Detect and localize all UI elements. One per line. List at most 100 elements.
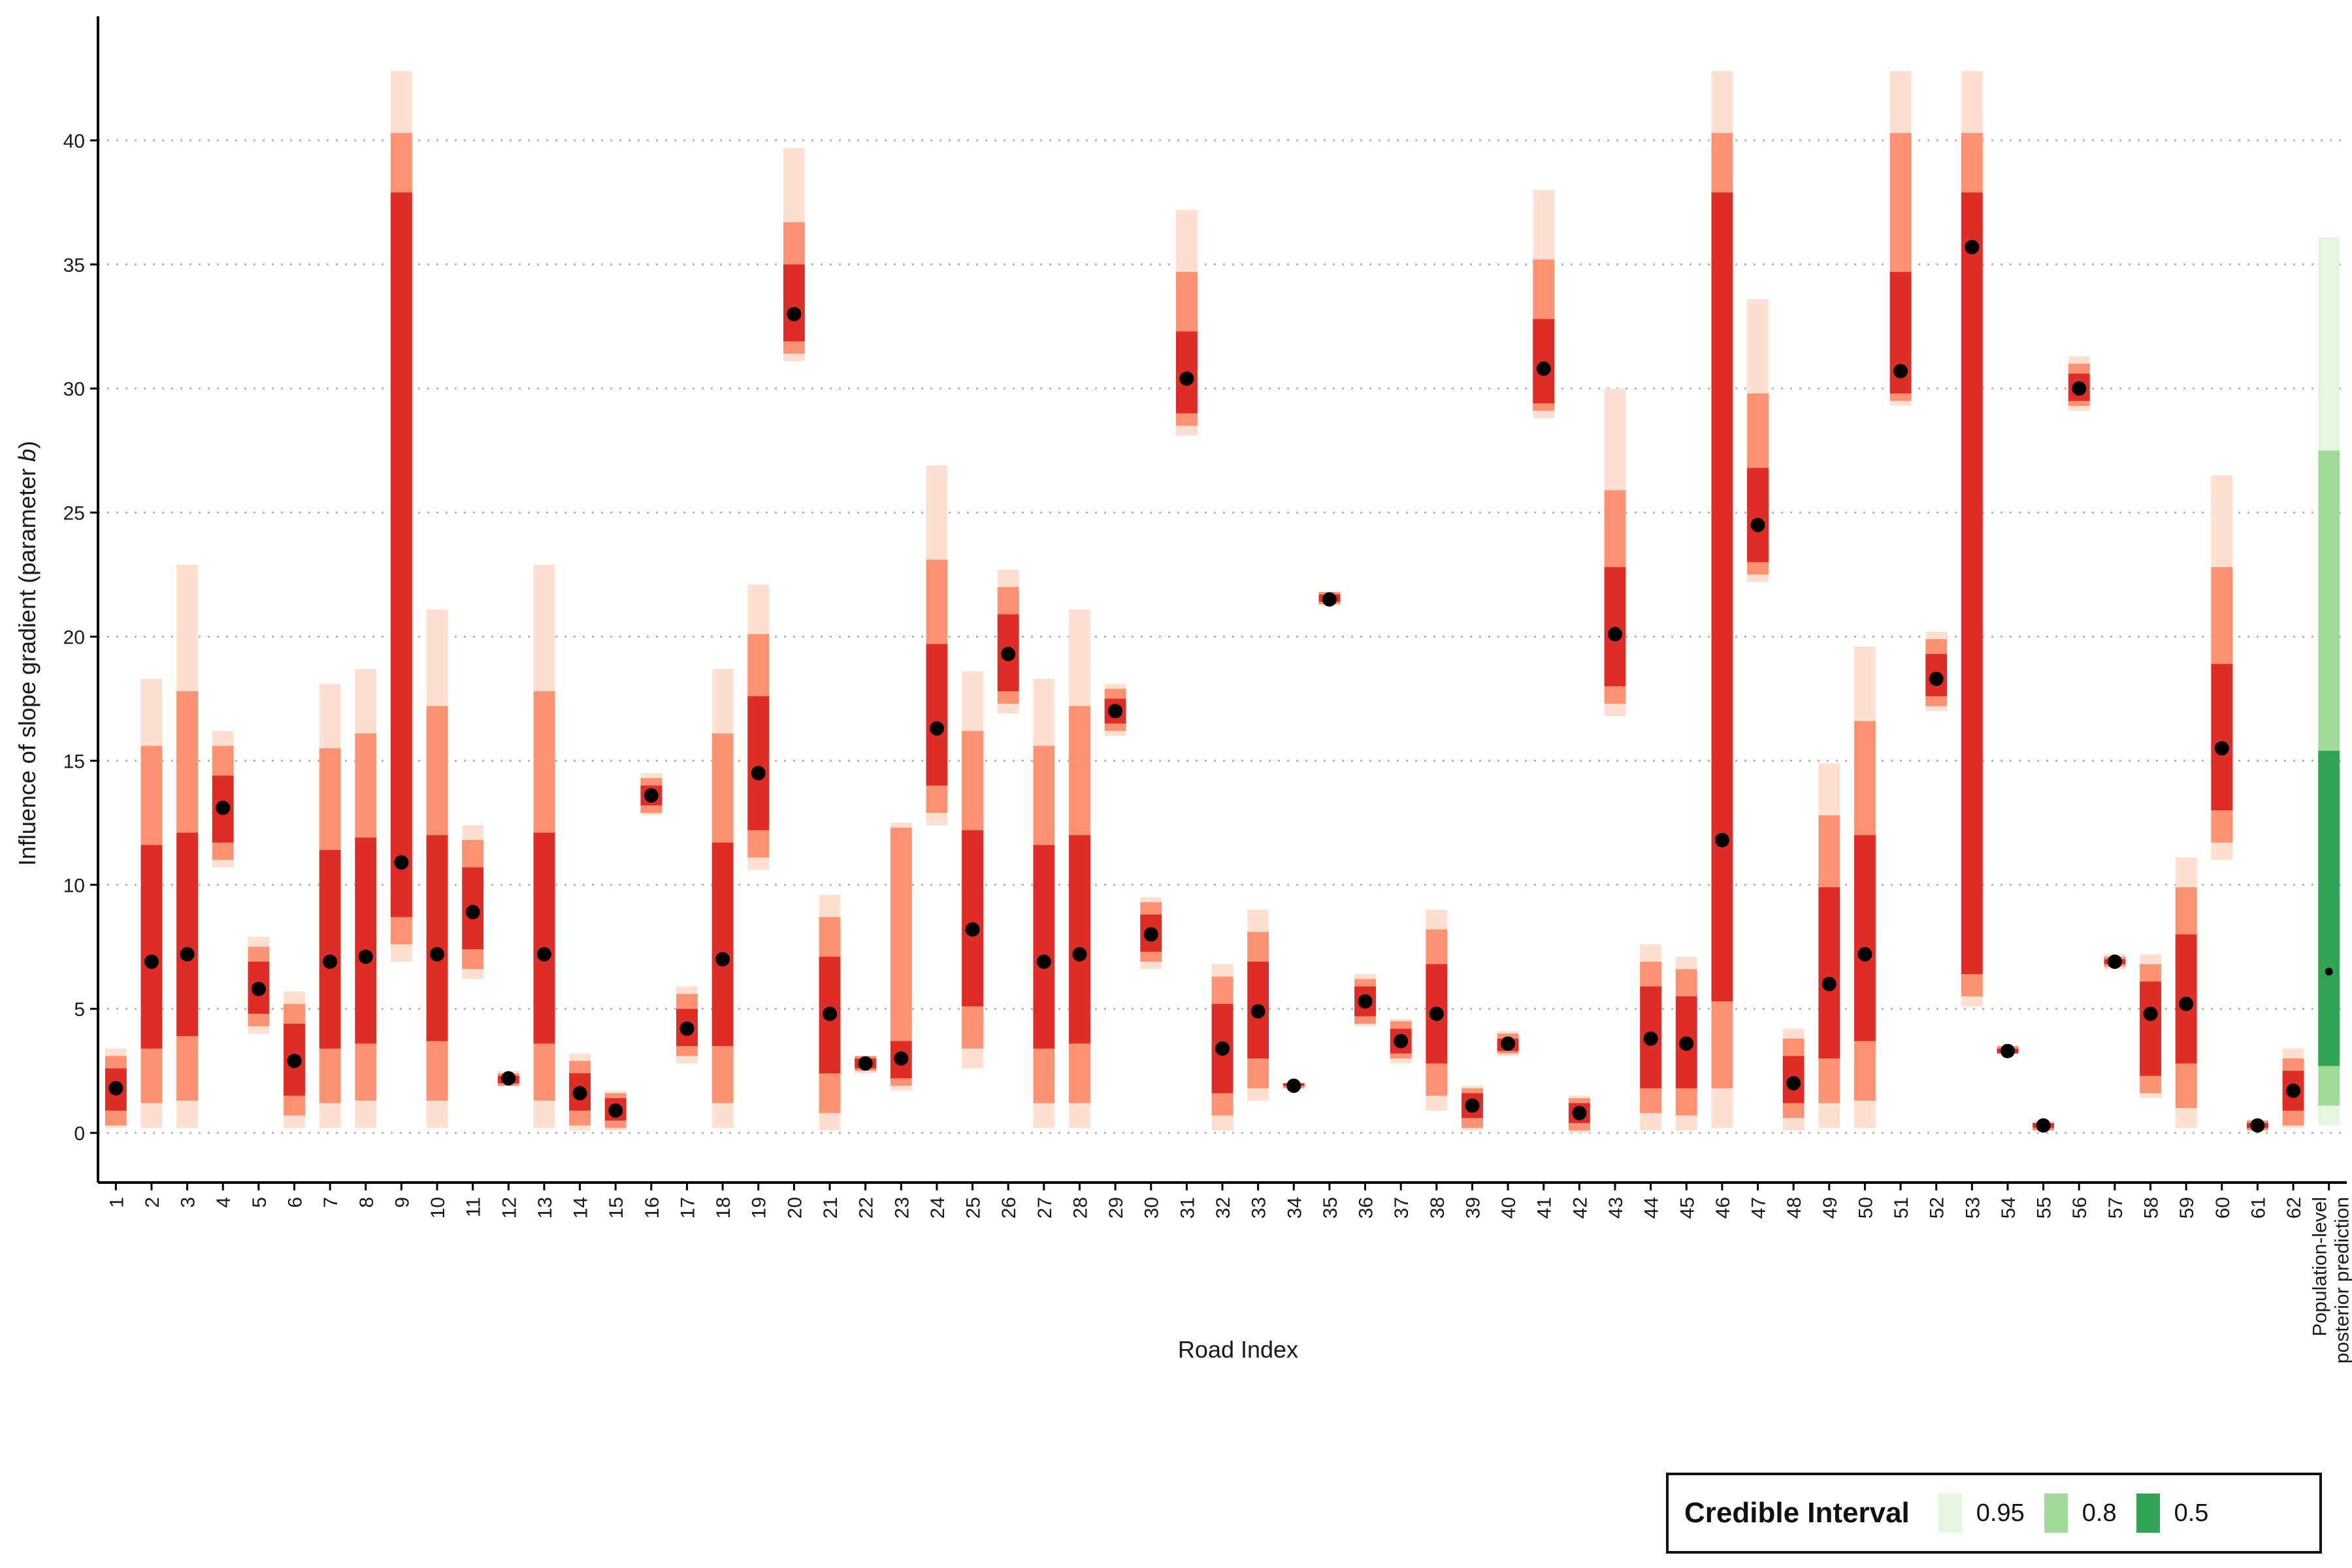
x-tick-label: 10 xyxy=(427,1197,449,1218)
axes xyxy=(90,16,2347,1190)
x-tick-label: 17 xyxy=(677,1197,698,1218)
x-tick-label: 16 xyxy=(642,1197,663,1218)
x-tick-label: 13 xyxy=(534,1197,556,1218)
road-28-median-point xyxy=(1072,947,1087,962)
road-9-ci50-bar xyxy=(391,192,412,917)
x-tick-label: 3 xyxy=(178,1197,199,1208)
road-18-ci50-bar xyxy=(711,842,734,1047)
road-28-ci50-bar xyxy=(1069,835,1090,1044)
x-tick-label: 40 xyxy=(1498,1197,1520,1218)
legend-swatch-95 xyxy=(1938,1494,1962,1533)
legend: Credible Interval 0.95 0.8 0.5 xyxy=(1666,1473,2322,1554)
road-23-median-point xyxy=(894,1051,909,1066)
median-points xyxy=(108,240,2333,1133)
x-tick-label: 1 xyxy=(106,1197,127,1208)
road-35-median-point xyxy=(1322,592,1337,607)
road-13-median-point xyxy=(536,947,551,962)
road-1-median-point xyxy=(108,1081,123,1096)
x-tick-label: 33 xyxy=(1249,1197,1270,1218)
y-tick-label: 10 xyxy=(63,875,85,896)
population-ci50-bar xyxy=(2318,751,2340,1066)
road-26-median-point xyxy=(1001,647,1016,662)
x-tick-label: 25 xyxy=(963,1197,985,1218)
road-11-median-point xyxy=(465,905,480,920)
road-10-ci50-bar xyxy=(426,835,448,1041)
road-18-median-point xyxy=(715,952,730,967)
x-tick-label: 23 xyxy=(891,1197,913,1218)
road-4-median-point xyxy=(216,800,231,815)
road-29-median-point xyxy=(1108,704,1123,719)
road-42-median-point xyxy=(1572,1105,1587,1120)
road-12-median-point xyxy=(501,1071,516,1086)
legend-swatch-80 xyxy=(2044,1494,2068,1533)
y-tick-label: 40 xyxy=(63,131,85,152)
x-tick-label: 52 xyxy=(1927,1197,1948,1218)
road-60-ci50-bar xyxy=(2211,664,2233,811)
x-tick-label: 35 xyxy=(1320,1197,1341,1218)
road-16-median-point xyxy=(644,788,659,803)
x-tick-label: 32 xyxy=(1213,1197,1234,1218)
x-tick-label: 42 xyxy=(1569,1197,1591,1218)
road-19-median-point xyxy=(751,766,766,781)
road-6-median-point xyxy=(287,1053,302,1068)
road-17-median-point xyxy=(679,1021,694,1036)
x-tick-label: 19 xyxy=(749,1197,770,1218)
x-tick-label: 61 xyxy=(2247,1197,2269,1218)
y-axis-title-prefix: Influence of slope gradient (parameter xyxy=(14,462,41,866)
road-34-median-point xyxy=(1286,1078,1301,1093)
y-axis-title-suffix: ) xyxy=(14,441,41,449)
road-50-ci50-bar xyxy=(1854,835,1876,1041)
x-tick-label: 9 xyxy=(391,1197,413,1208)
y-tick-label: 15 xyxy=(63,751,85,772)
x-tick-label: 15 xyxy=(606,1197,627,1218)
road-15-median-point xyxy=(608,1103,623,1118)
legend-label-80: 0.8 xyxy=(2082,1499,2117,1527)
road-21-median-point xyxy=(823,1006,838,1021)
road-54-median-point xyxy=(2000,1043,2015,1058)
x-tick-label: 55 xyxy=(2034,1197,2055,1218)
x-tick-label: 38 xyxy=(1427,1197,1448,1218)
road-48-median-point xyxy=(1786,1076,1801,1091)
x-tick-label-population-line1: Population-level xyxy=(2310,1197,2331,1336)
road-20-median-point xyxy=(787,306,802,321)
x-tick-label: 24 xyxy=(927,1197,949,1218)
interval-bars xyxy=(105,71,2340,1134)
road-7-median-point xyxy=(323,954,338,969)
x-tick-label: 49 xyxy=(1820,1197,1841,1218)
x-tick-label: 20 xyxy=(784,1197,806,1218)
road-39-median-point xyxy=(1465,1098,1480,1113)
x-tick-label: 41 xyxy=(1534,1197,1556,1218)
y-tick-label: 20 xyxy=(63,627,85,648)
road-58-ci50-bar xyxy=(2140,981,2161,1076)
road-56-median-point xyxy=(2072,381,2087,396)
road-38-median-point xyxy=(1429,1006,1444,1021)
road-22-median-point xyxy=(858,1056,873,1071)
road-7-ci50-bar xyxy=(319,850,341,1049)
road-49-median-point xyxy=(1821,977,1837,992)
road-24-ci50-bar xyxy=(926,644,948,786)
road-46-ci50-bar xyxy=(1711,192,1733,1002)
x-tick-label: 21 xyxy=(820,1197,841,1218)
y-tick-label: 0 xyxy=(74,1123,85,1145)
x-tick-label: 59 xyxy=(2176,1197,2198,1218)
legend-item-95: 0.95 xyxy=(1938,1494,2025,1533)
x-tick-label: 60 xyxy=(2212,1197,2234,1218)
road-62-median-point xyxy=(2286,1083,2301,1098)
x-tick-label: 27 xyxy=(1034,1197,1056,1218)
road-45-median-point xyxy=(1679,1036,1694,1051)
x-tick-label: 12 xyxy=(498,1197,520,1218)
x-tick-label: 36 xyxy=(1356,1197,1377,1218)
x-tick-label: 48 xyxy=(1784,1197,1805,1218)
road-41-ci50-bar xyxy=(1533,319,1555,404)
legend-swatch-50 xyxy=(2136,1494,2160,1533)
x-tick-label: 14 xyxy=(570,1197,592,1218)
road-27-ci50-bar xyxy=(1033,845,1055,1049)
x-tick-label: 44 xyxy=(1641,1197,1663,1218)
road-40-median-point xyxy=(1501,1036,1516,1051)
road-20-ci50-bar xyxy=(783,264,805,342)
x-tick-label: 6 xyxy=(284,1197,306,1208)
road-30-median-point xyxy=(1143,927,1158,942)
road-27-median-point xyxy=(1036,954,1051,969)
x-tick-label-population-line2: posterior prediction xyxy=(2332,1197,2352,1364)
